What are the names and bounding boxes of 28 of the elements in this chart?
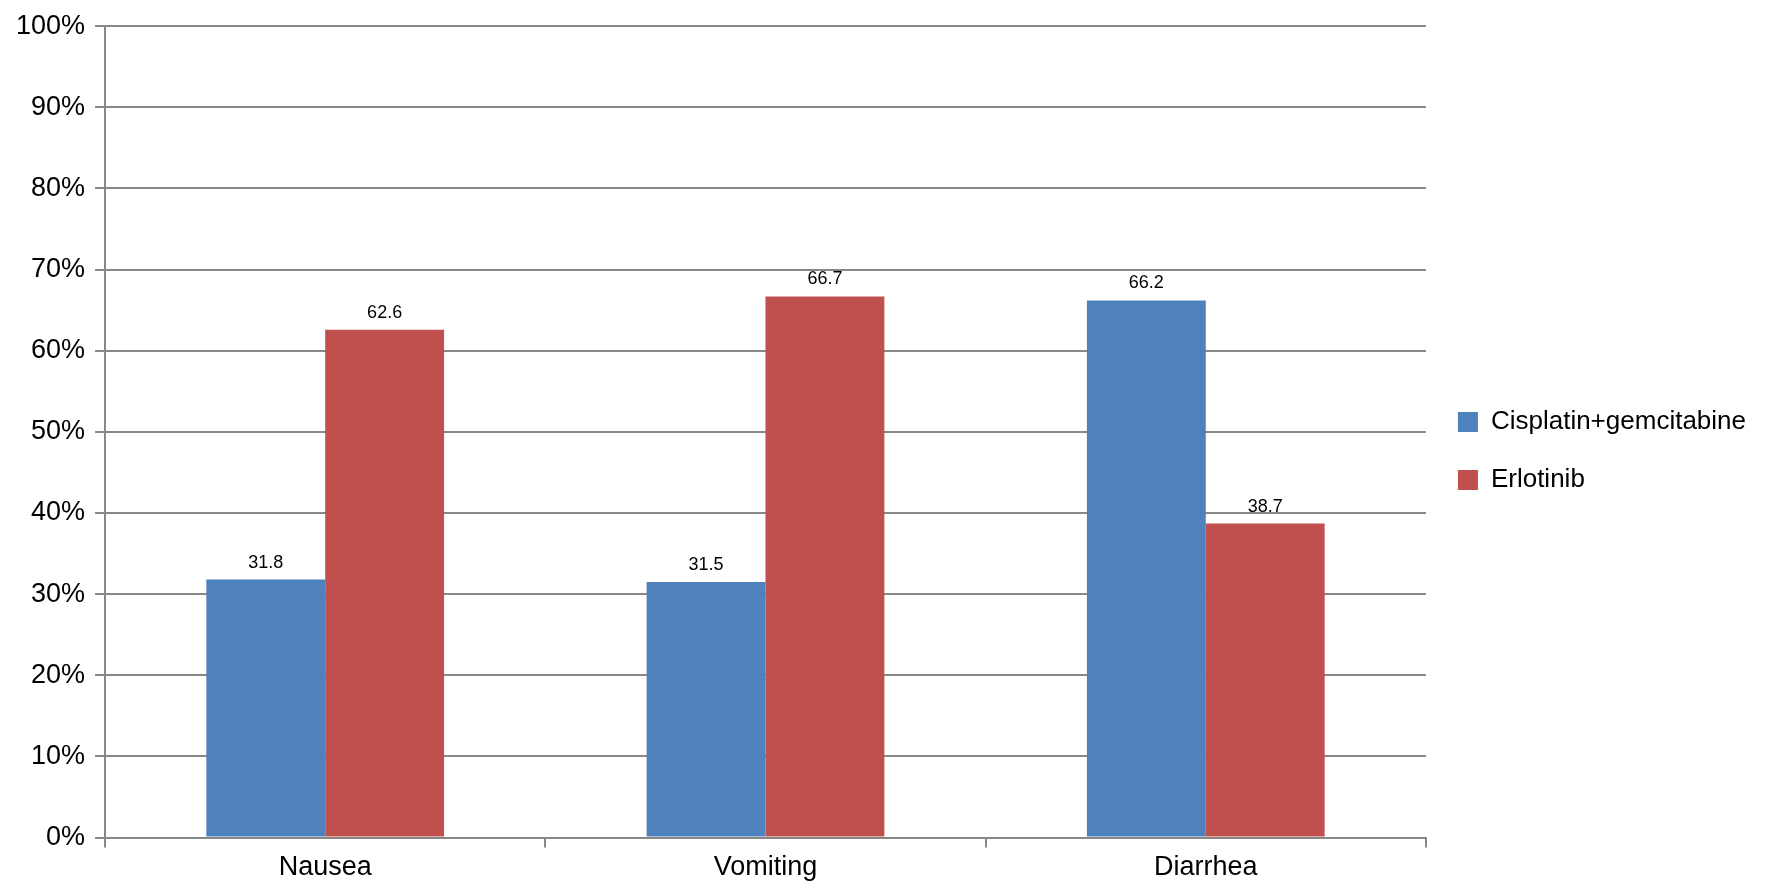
y-tick-label: 30% — [31, 577, 86, 608]
legend-label: Cisplatin+gemcitabine — [1490, 405, 1747, 436]
y-tick-label: 10% — [31, 739, 86, 770]
y-tick-label: 40% — [31, 496, 86, 527]
y-tick-label: 80% — [31, 171, 86, 202]
data-label: 66.7 — [807, 268, 843, 289]
y-tick-label: 0% — [46, 821, 86, 852]
bar — [1086, 300, 1206, 837]
bar — [325, 329, 445, 837]
bar — [646, 582, 766, 837]
y-tick-label: 70% — [31, 253, 86, 284]
y-tick-label: 50% — [31, 415, 86, 446]
x-tick-label: Diarrhea — [1154, 851, 1259, 882]
legend-label: Erlotinib — [1490, 463, 1585, 494]
y-tick-label: 60% — [31, 334, 86, 365]
bar — [206, 579, 326, 837]
data-label: 31.5 — [688, 553, 724, 574]
data-label: 62.6 — [367, 301, 403, 322]
y-tick-label: 90% — [31, 90, 86, 121]
x-tick-label: Vomiting — [713, 851, 818, 882]
data-label: 66.2 — [1128, 272, 1164, 293]
data-label: 31.8 — [248, 551, 284, 572]
y-tick-label: 100% — [15, 9, 86, 40]
bar — [765, 296, 885, 837]
data-label: 38.7 — [1247, 495, 1283, 516]
y-tick-label: 20% — [31, 658, 86, 689]
x-tick-label: Nausea — [278, 851, 373, 882]
bar — [1205, 523, 1325, 837]
